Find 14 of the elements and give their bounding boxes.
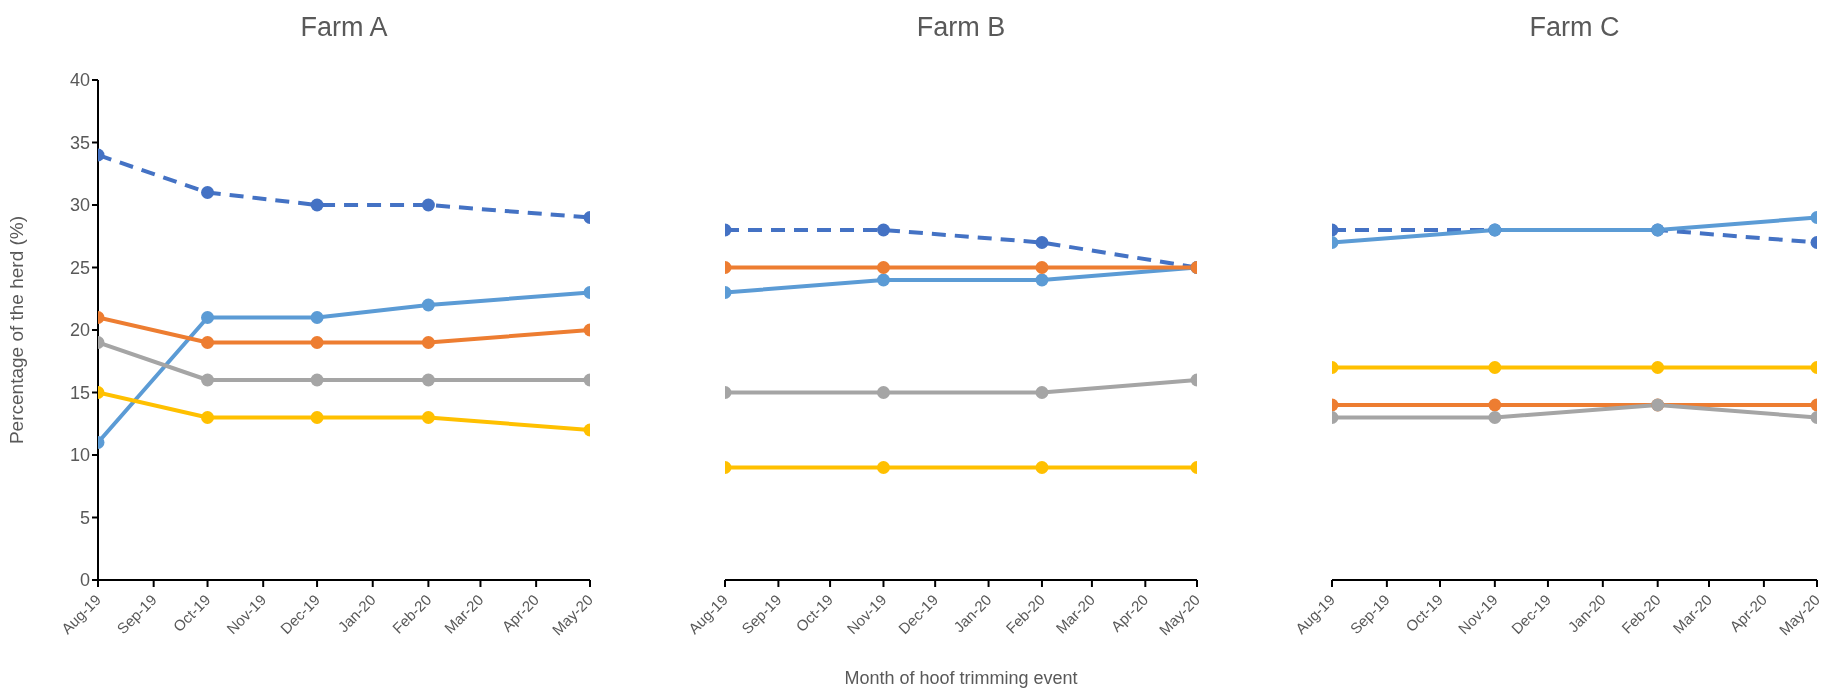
y-tick-label: 0 [79, 570, 90, 591]
y-tick-label: 30 [69, 195, 90, 216]
y-tick-label: 40 [69, 70, 90, 91]
y-tick-label: 25 [69, 257, 90, 278]
y-tick-label: 15 [69, 382, 90, 403]
y-tick-label: 5 [79, 507, 90, 528]
y-axis-title: Percentage of the herd (%) [5, 215, 27, 445]
chart-title: Farm B [915, 12, 1007, 43]
chart-title: Farm A [299, 12, 389, 43]
y-tick-label: 35 [69, 132, 90, 153]
x-axis-title: Month of hoof trimming event [844, 668, 1078, 688]
y-tick-label: 20 [69, 320, 90, 341]
y-tick-label: 10 [69, 445, 90, 466]
chart-title: Farm C [1528, 12, 1621, 43]
